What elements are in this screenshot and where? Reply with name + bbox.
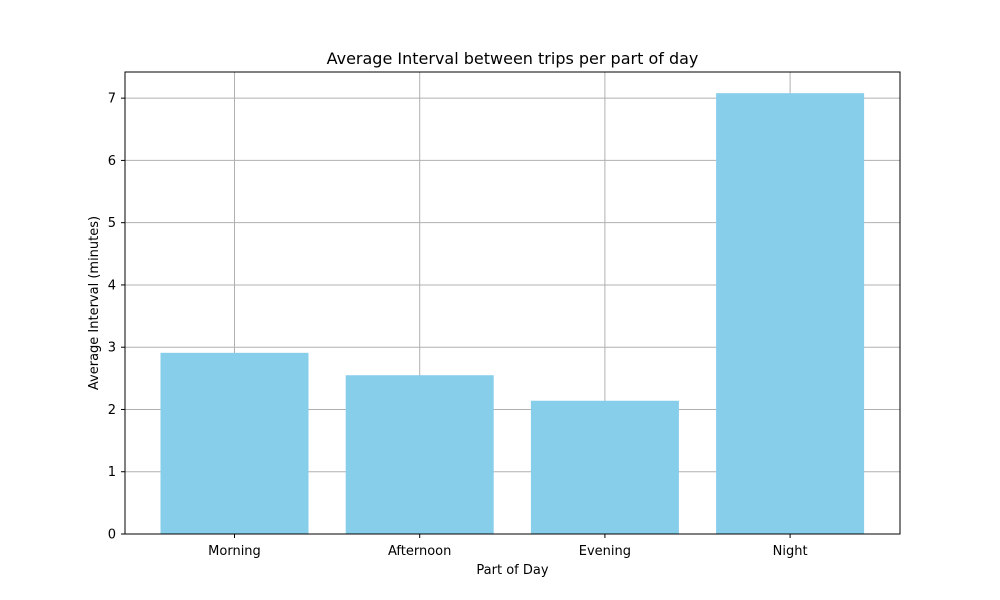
chart-title: Average Interval between trips per part … bbox=[327, 49, 699, 68]
y-tick-label: 5 bbox=[108, 216, 116, 231]
bar-morning bbox=[160, 352, 309, 534]
y-tick-label: 2 bbox=[108, 403, 116, 418]
x-tick-label: Night bbox=[773, 544, 808, 559]
bar-evening bbox=[530, 400, 679, 534]
x-tick-label: Morning bbox=[208, 544, 261, 559]
y-tick-label: 4 bbox=[108, 278, 116, 293]
bar-afternoon bbox=[345, 375, 494, 534]
x-tick-label: Evening bbox=[579, 544, 631, 559]
y-tick-label: 7 bbox=[108, 92, 116, 107]
plot-frame bbox=[124, 71, 901, 535]
x-axis-label: Part of Day bbox=[476, 563, 548, 578]
y-tick-label: 3 bbox=[108, 341, 116, 356]
y-axis-label: Average Interval (minutes) bbox=[87, 216, 102, 390]
y-tick-label: 0 bbox=[108, 528, 116, 543]
y-tick-label: 1 bbox=[108, 465, 116, 480]
bars bbox=[160, 93, 865, 535]
axis-ticks: 0 1 2 3 4 5 6 7 Morning Afternoon Evening Night bbox=[108, 92, 808, 559]
x-tick-label: Afternoon bbox=[388, 544, 451, 559]
y-tick-label: 6 bbox=[108, 154, 116, 169]
bar-night bbox=[716, 93, 865, 535]
